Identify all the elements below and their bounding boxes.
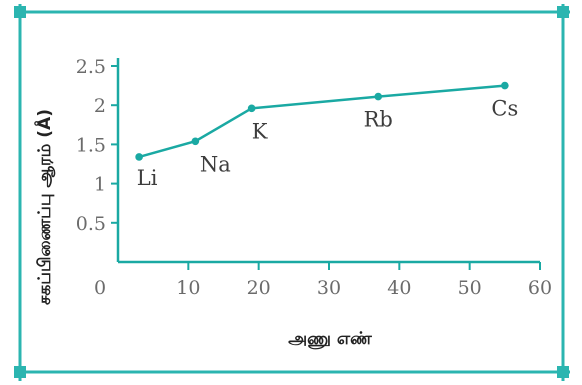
y-tick-label: 2 (94, 95, 106, 117)
frame-corner-1 (557, 6, 569, 18)
y-tick-label: 2.5 (76, 56, 106, 78)
x-tick-label: 0 (94, 277, 106, 299)
data-label: Cs (491, 97, 518, 121)
y-tick-label: 1.5 (76, 134, 106, 156)
series-line-group: Li Na K Rb Cs (135, 82, 518, 190)
data-label: Na (200, 152, 231, 176)
data-point (248, 105, 256, 113)
y-axis-ticks: 0.5 1 1.5 2 2.5 (76, 56, 118, 235)
x-axis-title: அணு எண் (288, 329, 372, 349)
x-tick-label: 40 (387, 277, 411, 299)
data-point (374, 93, 382, 101)
data-point (135, 153, 143, 161)
data-label: Li (137, 166, 158, 190)
x-tick-label: 50 (458, 277, 482, 299)
frame-corner-3 (557, 366, 569, 378)
data-label: Rb (364, 108, 393, 132)
x-tick-label: 30 (317, 277, 341, 299)
frame-corner-2 (14, 366, 26, 378)
x-tick-label: 20 (247, 277, 271, 299)
y-axis-title: சகப்பிணைப்பு ஆரம் (Å) (32, 109, 55, 305)
y-tick-label: 1 (94, 174, 106, 196)
x-tick-label: 10 (176, 277, 200, 299)
x-tick-label: 60 (528, 277, 552, 299)
data-point (192, 137, 200, 145)
series-line (139, 86, 505, 157)
frame-corner-0 (14, 6, 26, 18)
x-axis-ticks: 0 10 20 30 40 50 60 (94, 262, 552, 299)
data-label: K (252, 119, 268, 143)
y-tick-label: 0.5 (76, 213, 106, 235)
data-point (501, 82, 509, 90)
